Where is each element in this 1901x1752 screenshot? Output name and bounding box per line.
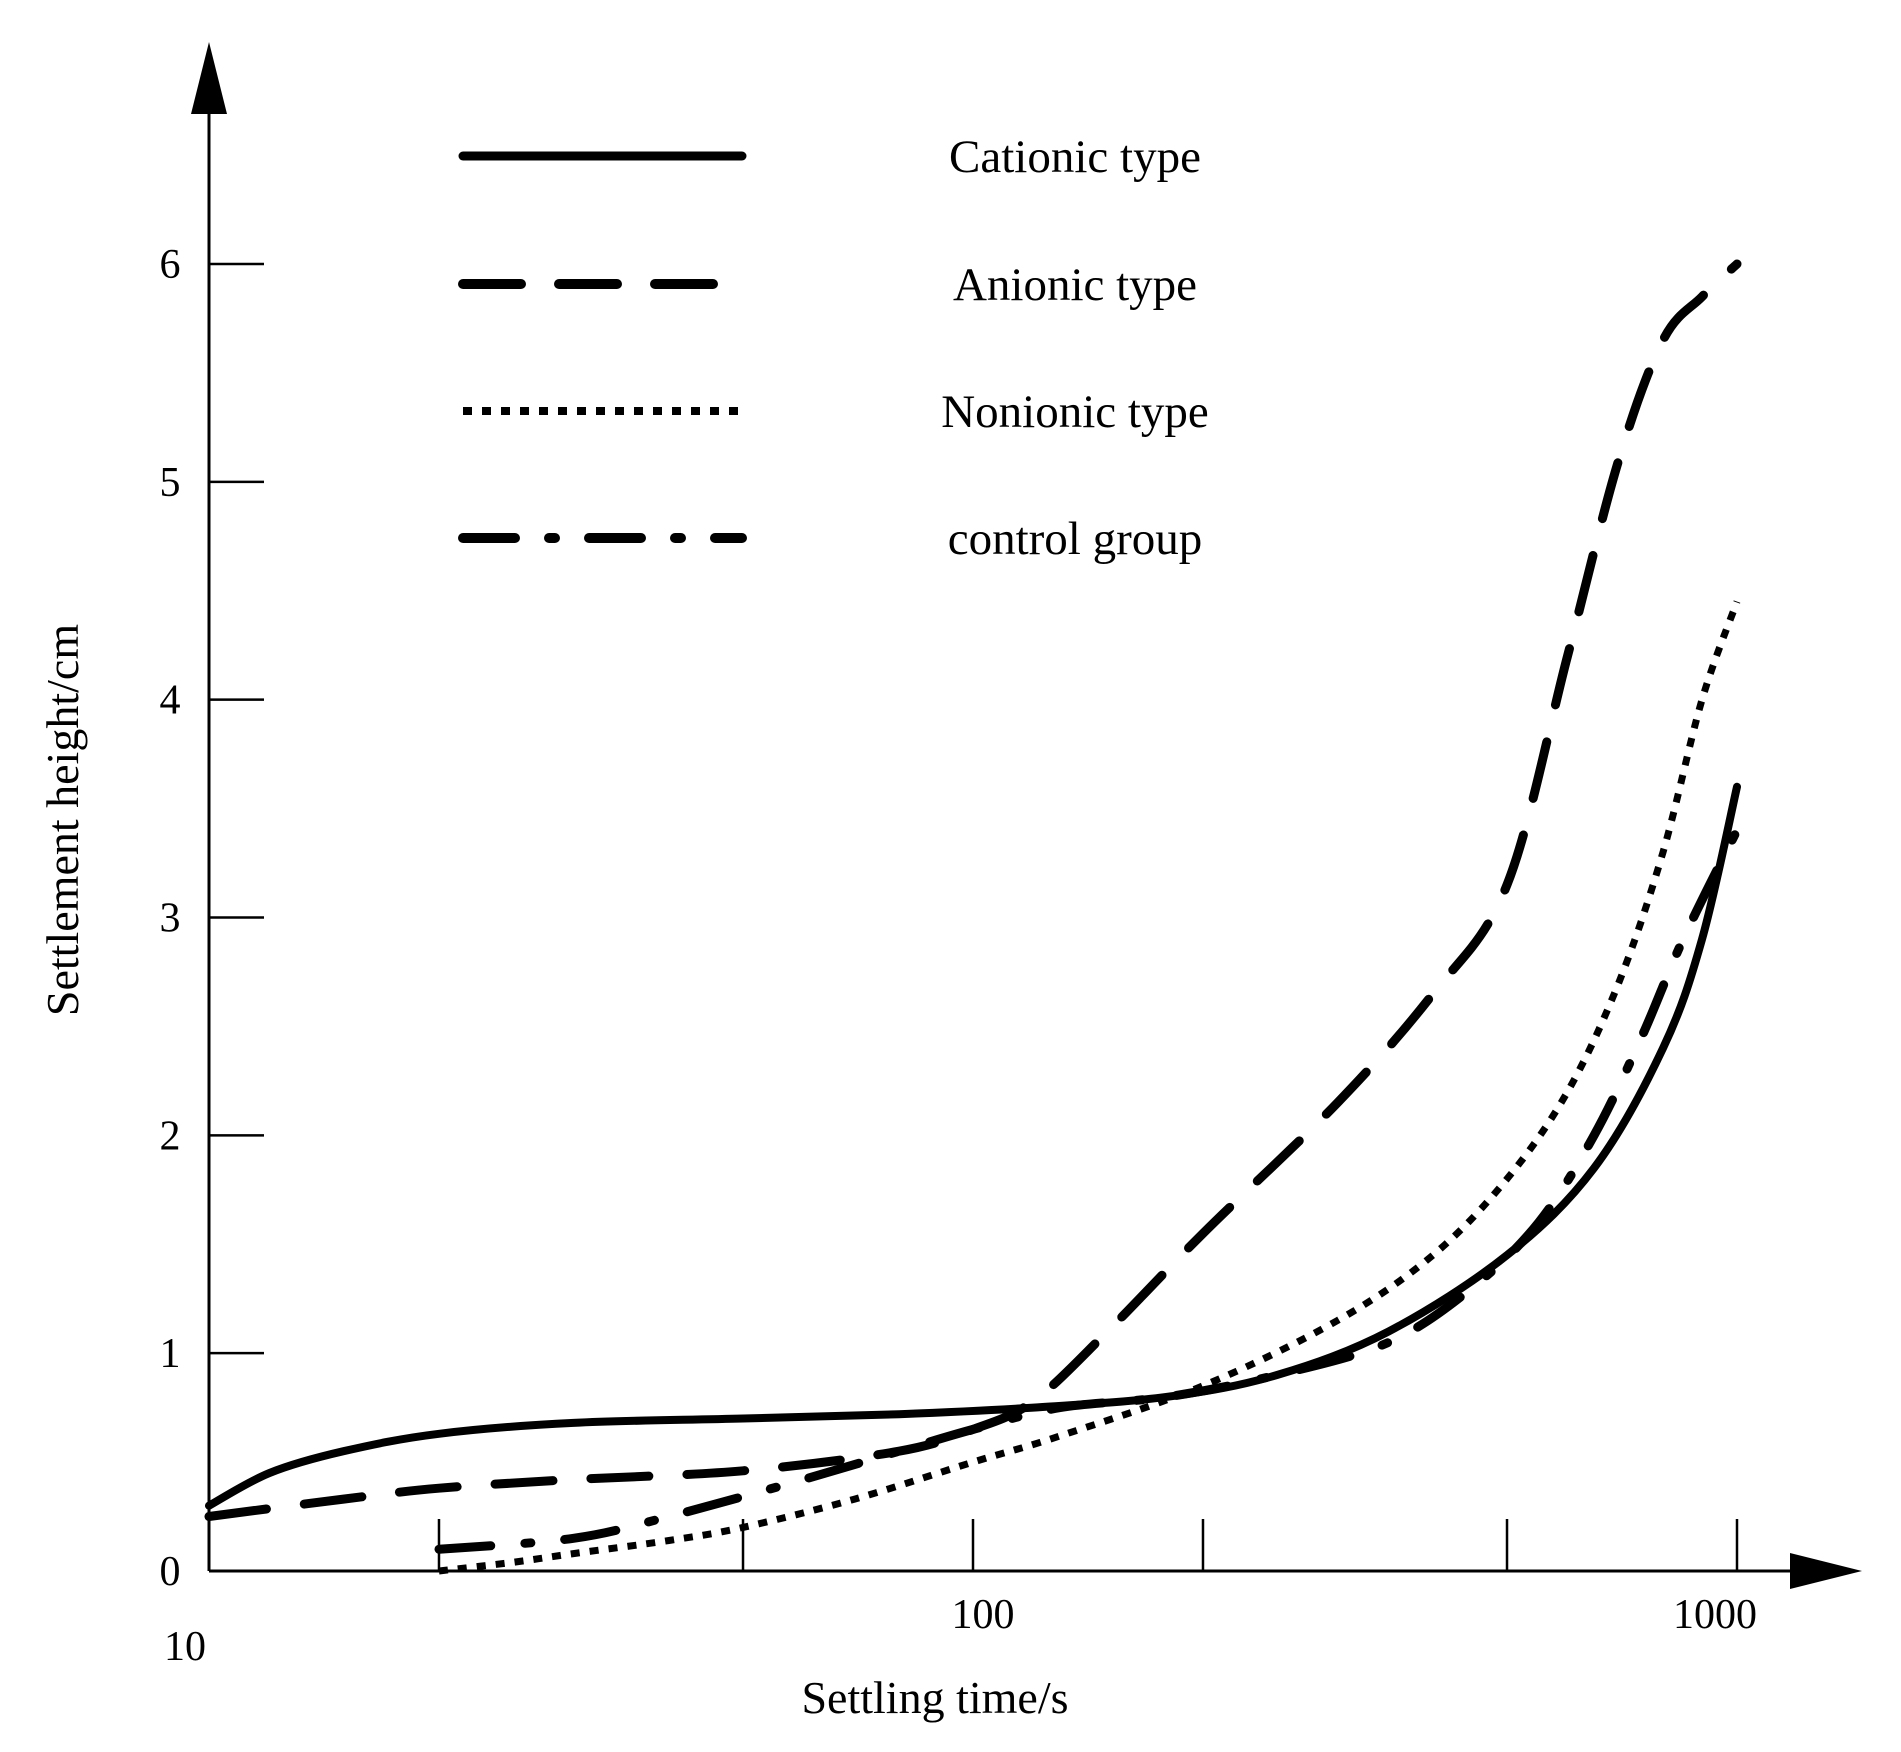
- legend-label: Nonionic type: [941, 386, 1209, 438]
- series-line-cationic-type: [205, 782, 1741, 1510]
- series-line-control-group: [434, 825, 1742, 1554]
- x-tick-label: 100: [952, 1592, 1015, 1638]
- x-axis-label: Settling time/s: [801, 1672, 1068, 1723]
- series-line-anionic-type: [204, 259, 1742, 1521]
- x-tick-labels: 10 100 1000: [164, 1592, 1757, 1670]
- legend-label: Anionic type: [953, 259, 1197, 311]
- series-layer: [204, 259, 1742, 1575]
- y-tick-label: 3: [160, 896, 181, 942]
- y-axis-arrow: [191, 42, 227, 114]
- y-tick-label: 6: [160, 242, 181, 288]
- y-tick-label: 2: [160, 1113, 181, 1159]
- x-tick-label: 1000: [1673, 1592, 1757, 1638]
- y-tick-label: 4: [160, 678, 181, 724]
- y-ticks: 0 1 2 3 4 5 6: [160, 242, 264, 1595]
- x-axis-arrow: [1790, 1553, 1862, 1589]
- chart-axes: 0 1 2 3 4 5 6 10 100 1000: [160, 42, 1862, 1670]
- series-line-nonionic-type: [438, 600, 1741, 1575]
- x-tick-label: 10: [164, 1624, 206, 1670]
- y-tick-label: 1: [160, 1331, 181, 1377]
- legend: Cationic type Anionic type Nonionic type co…: [458, 131, 1209, 565]
- legend-label: control group: [948, 513, 1203, 565]
- y-axis-label: Settlement height/cm: [37, 624, 88, 1016]
- legend-label: Cationic type: [949, 131, 1201, 183]
- y-tick-label: 0: [160, 1549, 181, 1595]
- y-tick-label: 5: [160, 460, 181, 506]
